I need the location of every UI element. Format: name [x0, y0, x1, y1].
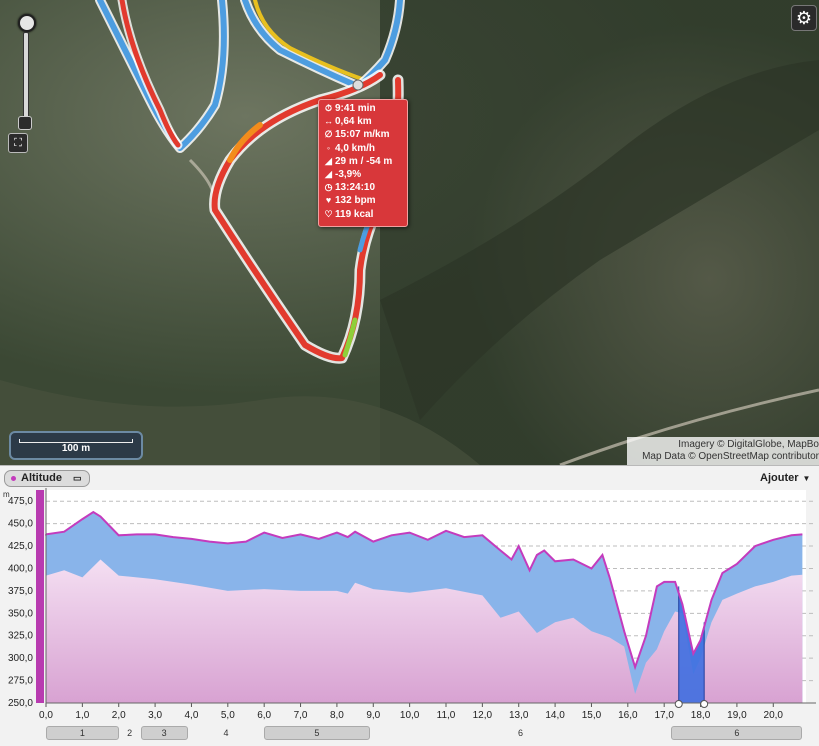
zoom-control	[8, 6, 36, 130]
x-tick-label: 1,0	[75, 710, 89, 721]
y-tick-label: 325,0	[8, 631, 33, 642]
x-tick-label: 0,0	[39, 710, 53, 721]
tab-altitude[interactable]: Altitude ▭	[4, 470, 90, 487]
popup-row: ∅ 15:07 m/km	[322, 128, 390, 141]
stats-popup: ⏱ 9:41 min ↔ 0,64 km ∅ 15:07 m/km ◦ 4,0 km/h ◢ 29…	[318, 99, 408, 227]
popup-row: ↔ 0,64 km	[322, 115, 372, 128]
map-attribution[interactable]: Imagery © DigitalGlobe, MapBo Map Data ©…	[627, 437, 819, 465]
popup-value: 13:24:10	[335, 182, 376, 194]
x-tick-label: 20,0	[764, 710, 784, 721]
x-tick-label: 13,0	[509, 710, 529, 721]
chevron-down-icon: ▼	[802, 474, 811, 483]
x-tick-label: 18,0	[691, 710, 711, 721]
add-dropdown-label: Ajouter	[760, 472, 799, 484]
y-tick-label: 425,0	[8, 541, 33, 552]
selection-handle[interactable]	[700, 700, 709, 708]
popup-row: ◢ -3,9%	[322, 168, 361, 181]
x-tick-label: 17,0	[654, 710, 674, 721]
calories-icon: ♡	[324, 208, 333, 219]
scale-line	[19, 439, 133, 443]
y-tick-label: 475,0	[8, 496, 33, 507]
x-tick-label: 12,0	[473, 710, 493, 721]
zoom-in-icon[interactable]	[18, 14, 36, 32]
y-tick-label: 400,0	[8, 563, 33, 574]
series-color-dot	[11, 476, 16, 481]
x-tick-label: 10,0	[400, 710, 420, 721]
y-tick-label: 450,0	[8, 519, 33, 530]
popup-row: ♡ 119 kcal	[322, 208, 373, 221]
popup-value: 29 m / -54 m	[335, 155, 393, 167]
lap-segment[interactable]: 2	[127, 728, 133, 738]
lap-segment[interactable]: 6	[671, 726, 803, 740]
stopwatch-icon: ⏱	[324, 103, 333, 113]
altitude-line	[45, 510, 803, 671]
popup-value: 9:41 min	[335, 103, 376, 114]
tab-altitude-label: Altitude	[21, 472, 62, 484]
speed-icon: ◦	[326, 142, 331, 153]
settings-button[interactable]: ⚙	[791, 5, 817, 31]
altitude-base-area	[46, 559, 803, 703]
y-unit-label: m	[3, 490, 10, 499]
scale-label: 100 m	[61, 443, 91, 454]
expand-icon: ⛶	[14, 137, 22, 149]
y-tick-label: 300,0	[8, 653, 33, 664]
x-tick-label: 3,0	[148, 710, 162, 721]
clock-icon: ◷	[324, 182, 333, 193]
popup-row: ♥ 132 bpm	[322, 194, 376, 207]
x-tick-label: 4,0	[185, 710, 199, 721]
selection-handle[interactable]	[674, 700, 683, 708]
x-tick-label: 2,0	[112, 710, 126, 721]
map-data-credit[interactable]: Map Data © OpenStreetMap contributor	[642, 451, 819, 462]
zoom-handle[interactable]	[18, 116, 32, 130]
x-tick-label: 16,0	[618, 710, 638, 721]
popup-value: 15:07 m/km	[335, 129, 390, 141]
gear-icon: ⚙	[795, 8, 813, 28]
elevation-icon: ◢	[325, 155, 332, 166]
lap-segment[interactable]: 5	[264, 726, 370, 740]
add-dropdown[interactable]: Ajouter ▼	[760, 472, 810, 484]
x-tick-label: 5,0	[221, 710, 235, 721]
lap-segment[interactable]: 6	[518, 728, 524, 738]
popup-value: 4,0 km/h	[335, 142, 376, 154]
distance-icon: ↔	[324, 116, 333, 127]
lap-segment[interactable]: 1	[46, 726, 119, 740]
x-tick-label: 19,0	[727, 710, 747, 721]
scale-bar: 100 m	[9, 431, 143, 460]
lap-segment[interactable]: 3	[140, 726, 188, 740]
y-tick-label: 250,0	[8, 698, 33, 709]
x-tick-label: 11,0	[437, 710, 456, 721]
popup-row: ◦ 4,0 km/h	[322, 142, 375, 155]
fit-extent-button[interactable]: ⛶	[8, 133, 28, 153]
popup-row: ◷ 13:24:10	[322, 181, 375, 194]
popup-value: 0,64 km	[335, 116, 372, 128]
popup-value: 132 bpm	[335, 195, 376, 207]
y-tick-label: 375,0	[8, 586, 33, 597]
x-tick-label: 15,0	[582, 710, 602, 721]
chart-icon: ▭	[73, 473, 82, 483]
pace-icon: ∅	[324, 129, 333, 140]
y-tick-label: 275,0	[8, 676, 33, 687]
y-tick-label: 350,0	[8, 608, 33, 619]
heart-icon: ♥	[325, 195, 332, 206]
grade-icon: ◢	[325, 169, 332, 179]
imagery-credit[interactable]: Imagery © DigitalGlobe, MapBo	[678, 439, 819, 450]
popup-row: ⏱ 9:41 min	[322, 102, 376, 115]
x-tick-label: 9,0	[366, 710, 380, 721]
lap-segment[interactable]: 4	[223, 728, 229, 738]
popup-value: 119 kcal	[335, 208, 374, 220]
popup-row: ◢ 29 m / -54 m	[322, 155, 392, 168]
x-tick-label: 14,0	[545, 710, 565, 721]
axis-color-strip	[36, 490, 44, 703]
satellite-map[interactable]: ⛶ ⚙ 100 m Imagery © DigitalGlobe, MapBo …	[0, 0, 819, 465]
popup-value: -3,9%	[335, 169, 362, 180]
x-tick-label: 8,0	[330, 710, 344, 721]
x-tick-label: 7,0	[294, 710, 308, 721]
x-tick-label: 6,0	[257, 710, 271, 721]
